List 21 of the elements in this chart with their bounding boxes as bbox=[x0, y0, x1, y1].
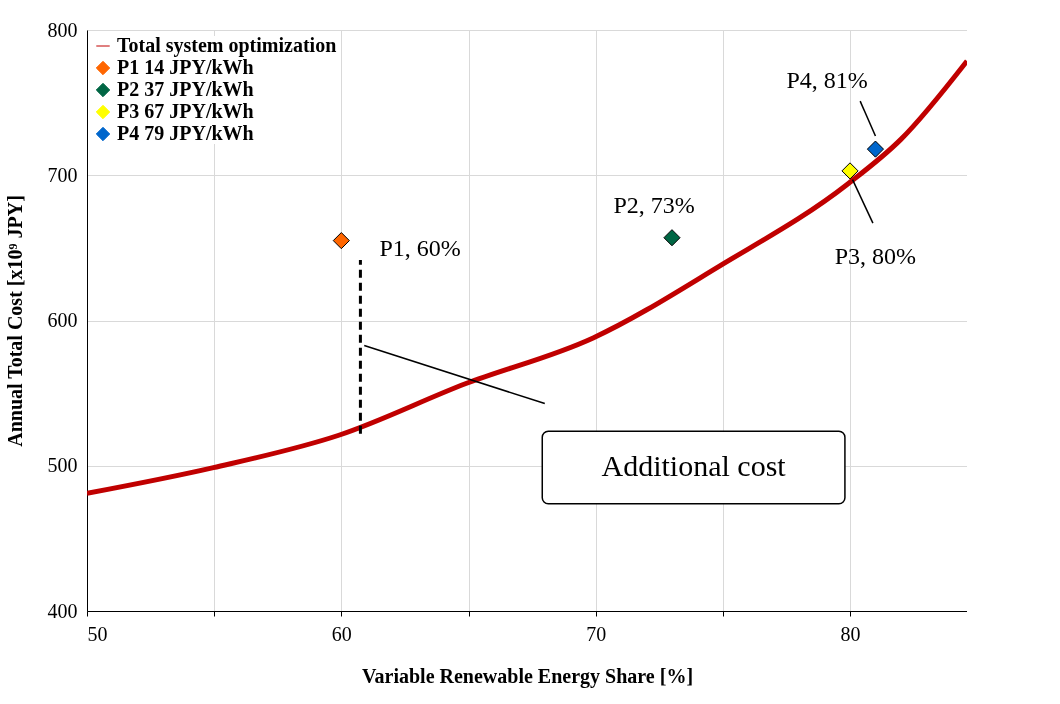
y-tick-label: 800 bbox=[47, 18, 78, 41]
x-tick-label: 50 bbox=[87, 622, 108, 645]
y-axis-title: Annual Total Cost [x10⁹ JPY] bbox=[3, 195, 26, 447]
x-tick-label: 60 bbox=[331, 622, 352, 645]
legend-label: Total system optimization bbox=[117, 34, 337, 57]
legend-label: P2 37 JPY/kWh bbox=[117, 78, 254, 100]
x-axis-title: Variable Renewable Energy Share [%] bbox=[361, 664, 694, 688]
y-tick-label: 600 bbox=[47, 309, 78, 331]
annotation: P2, 73% bbox=[613, 191, 695, 218]
x-tick-label: 80 bbox=[840, 622, 861, 645]
annotation: Additional cost bbox=[601, 449, 787, 483]
y-tick-label: 400 bbox=[47, 599, 78, 622]
y-tick-label: 700 bbox=[47, 163, 78, 186]
annotation: P4, 81% bbox=[786, 66, 868, 93]
x-tick-label: 70 bbox=[586, 622, 607, 645]
y-tick-label: 500 bbox=[47, 454, 78, 477]
legend-label: P3 67 JPY/kWh bbox=[117, 100, 254, 122]
annotation: P1, 60% bbox=[379, 235, 461, 262]
legend-label: P1 14 JPY/kWh bbox=[117, 56, 254, 78]
legend-label: P4 79 JPY/kWh bbox=[117, 122, 254, 144]
annotation: P3, 80% bbox=[834, 242, 917, 269]
